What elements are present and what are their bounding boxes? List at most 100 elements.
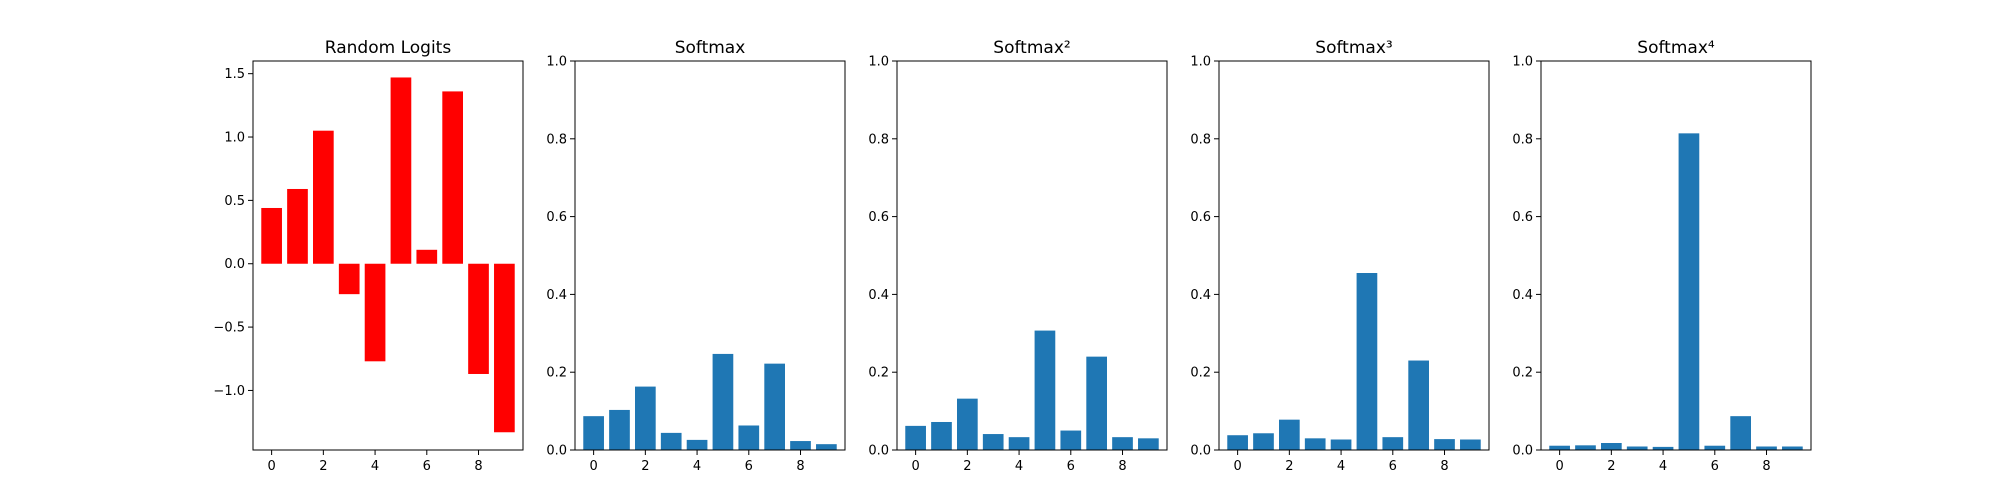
- subplot-random-logits: Random Logits −1.0 −0.5 0.0 0.5 1.0 1.5 0 2 4 6 8: [213, 38, 524, 474]
- x-tick-label: 0: [1555, 459, 1563, 474]
- bar: [1575, 445, 1596, 450]
- x-tick-label: 8: [1440, 459, 1448, 474]
- bar: [1112, 437, 1133, 450]
- bar: [957, 398, 978, 450]
- x-tick-label: 0: [589, 459, 597, 474]
- x-tick-label: 4: [371, 459, 379, 474]
- y-tick-label: 0.6: [546, 210, 567, 225]
- bar: [494, 263, 515, 433]
- bar: [1034, 330, 1056, 450]
- bar: [982, 434, 1004, 450]
- x-tick-label: 4: [1015, 459, 1023, 474]
- x-tick-label: 2: [1607, 459, 1615, 474]
- bar: [1678, 133, 1700, 450]
- x-tick-label: 4: [1659, 459, 1667, 474]
- bar: [816, 444, 837, 450]
- axes-frame: [252, 60, 524, 451]
- subplot-softmax-cubed: Softmax³ 0.0 0.2 0.4 0.6 0.8 1.0 0 2 4 6 8: [1190, 38, 1490, 474]
- x-tick-label: 2: [641, 459, 649, 474]
- x-tick-label: 6: [1711, 459, 1719, 474]
- bar: [1356, 273, 1378, 450]
- bar: [931, 421, 952, 450]
- subplot-title: Softmax⁴: [1637, 38, 1715, 58]
- y-tick-label: 0.2: [868, 366, 889, 381]
- axes-frame: [896, 60, 1168, 451]
- x-tick-label: 8: [474, 459, 482, 474]
- y-tick-label: 1.0: [546, 55, 567, 70]
- x-tick-label: 2: [1285, 459, 1293, 474]
- bar: [338, 263, 360, 295]
- subplot-softmax: Softmax 0.0 0.2 0.4 0.6 0.8 1.0 0 2 4 6 8: [546, 38, 846, 474]
- y-tick-label: 0.8: [868, 132, 889, 147]
- x-tick-label: 6: [423, 459, 431, 474]
- x-tick-label: 0: [1233, 459, 1241, 474]
- bar: [313, 130, 334, 264]
- bar: [1304, 438, 1326, 450]
- y-tick-label: 0.6: [1512, 210, 1533, 225]
- bar: [1382, 437, 1404, 450]
- axes-frame: [574, 60, 846, 451]
- bar: [1652, 446, 1674, 450]
- y-tick-label: 0.0: [1512, 444, 1533, 459]
- axes-frame: [1540, 60, 1812, 451]
- y-tick-label: 0.0: [1190, 444, 1211, 459]
- subplot-title: Random Logits: [325, 38, 452, 58]
- y-tick-label: 1.0: [1512, 55, 1533, 70]
- y-tick-label: −1.0: [213, 384, 245, 399]
- y-tick-label: 0.6: [868, 210, 889, 225]
- bar: [609, 409, 630, 450]
- bar: [905, 425, 926, 450]
- y-tick-label: 0.0: [546, 444, 567, 459]
- y-tick-label: 0.2: [546, 366, 567, 381]
- y-tick-label: 0.8: [1512, 132, 1533, 147]
- bar: [468, 263, 489, 374]
- bar: [1434, 439, 1455, 450]
- x-tick-label: 0: [911, 459, 919, 474]
- x-tick-label: 8: [1118, 459, 1126, 474]
- bar: [1460, 439, 1481, 450]
- x-tick-label: 8: [796, 459, 804, 474]
- subplot-title: Softmax: [675, 38, 746, 58]
- bar: [1086, 356, 1107, 450]
- x-tick-label: 6: [1067, 459, 1075, 474]
- bar: [583, 416, 604, 450]
- y-tick-label: 0.2: [1190, 366, 1211, 381]
- bar: [1330, 439, 1352, 450]
- bar: [364, 263, 386, 362]
- x-tick-label: 2: [319, 459, 327, 474]
- bar: [1060, 430, 1082, 450]
- bar: [1756, 446, 1777, 450]
- bar: [1279, 419, 1300, 450]
- y-tick-label: 1.0: [868, 55, 889, 70]
- bar: [1730, 416, 1751, 450]
- y-tick-label: 0.8: [1190, 132, 1211, 147]
- y-tick-label: 0.0: [224, 257, 245, 272]
- bar: [1253, 433, 1274, 450]
- y-tick-label: 0.0: [868, 444, 889, 459]
- x-tick-label: 8: [1762, 459, 1770, 474]
- y-tick-label: 1.0: [1190, 55, 1211, 70]
- y-tick-label: 0.5: [224, 194, 245, 209]
- x-tick-label: 0: [267, 459, 275, 474]
- bar: [1138, 438, 1159, 450]
- y-tick-label: −0.5: [213, 321, 245, 336]
- bar: [738, 425, 760, 450]
- bar: [686, 439, 708, 450]
- x-tick-label: 6: [745, 459, 753, 474]
- axes-frame: [1218, 60, 1490, 451]
- y-tick-label: 1.0: [224, 131, 245, 146]
- bar: [390, 77, 412, 264]
- y-tick-label: 0.4: [868, 288, 889, 303]
- bar: [764, 363, 785, 450]
- bar: [416, 249, 438, 264]
- y-tick-label: 0.2: [1512, 366, 1533, 381]
- subplot-softmax-fourth: Softmax⁴ 0.0 0.2 0.4 0.6 0.8 1.0 0 2 4 6 8: [1512, 38, 1812, 474]
- bar: [1601, 443, 1622, 450]
- bar: [660, 432, 682, 450]
- bar: [1008, 437, 1030, 450]
- x-tick-label: 4: [1337, 459, 1345, 474]
- x-tick-label: 6: [1389, 459, 1397, 474]
- bar: [287, 188, 308, 264]
- x-tick-label: 2: [963, 459, 971, 474]
- y-tick-label: 0.4: [1512, 288, 1533, 303]
